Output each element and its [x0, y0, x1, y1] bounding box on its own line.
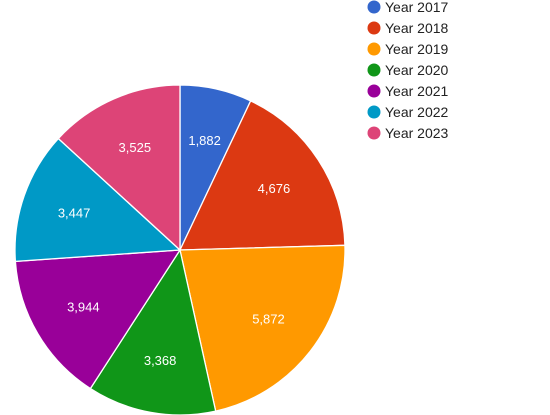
legend-swatch [367, 126, 381, 140]
legend-swatch [367, 42, 381, 56]
pie-slice-year-2019[interactable] [179, 244, 346, 412]
pie-slice-year-2018[interactable] [178, 100, 346, 251]
legend-swatch [367, 21, 381, 35]
legend-swatch [367, 105, 381, 119]
legend-label: Year 2022 [385, 104, 449, 120]
slice-value-label: 3,525 [119, 140, 152, 155]
legend-label: Year 2020 [385, 62, 449, 78]
legend-label: Year 2023 [385, 125, 449, 141]
pie-slice-year-2020[interactable] [89, 248, 217, 415]
pie-slice-year-2022[interactable] [14, 137, 182, 263]
legend-item[interactable]: Year 2021 [367, 83, 449, 99]
legend-swatch [367, 0, 381, 14]
legend-item[interactable]: Year 2020 [367, 62, 449, 78]
legend-swatch [367, 63, 381, 77]
slice-value-label: 4,676 [258, 181, 291, 196]
legend: Year 2017 Year 2018 Year 2019 Year 2020 Year… [367, 0, 449, 141]
legend-label: Year 2018 [385, 20, 449, 36]
slice-value-label: 1,882 [188, 133, 221, 148]
pie-slice-year-2021[interactable] [14, 249, 182, 390]
legend-item[interactable]: Year 2019 [367, 41, 449, 57]
slice-value-label: 3,944 [67, 300, 100, 315]
pie-slice-labels: 1,882 4,676 5,872 3,368 3,944 3,447 3,525 [58, 133, 290, 368]
slice-value-label: 3,447 [58, 205, 91, 220]
legend-label: Year 2017 [385, 0, 449, 15]
legend-item[interactable]: Year 2023 [367, 125, 449, 141]
legend-item[interactable]: Year 2018 [367, 20, 449, 36]
legend-item[interactable]: Year 2017 [367, 0, 449, 15]
legend-item[interactable]: Year 2022 [367, 104, 449, 120]
legend-label: Year 2021 [385, 83, 449, 99]
legend-label: Year 2019 [385, 41, 449, 57]
legend-swatch [367, 84, 381, 98]
pie-slices [14, 84, 346, 415]
slice-value-label: 5,872 [252, 311, 285, 326]
pie-slice-year-2023[interactable] [57, 84, 181, 252]
slice-value-label: 3,368 [144, 353, 177, 368]
